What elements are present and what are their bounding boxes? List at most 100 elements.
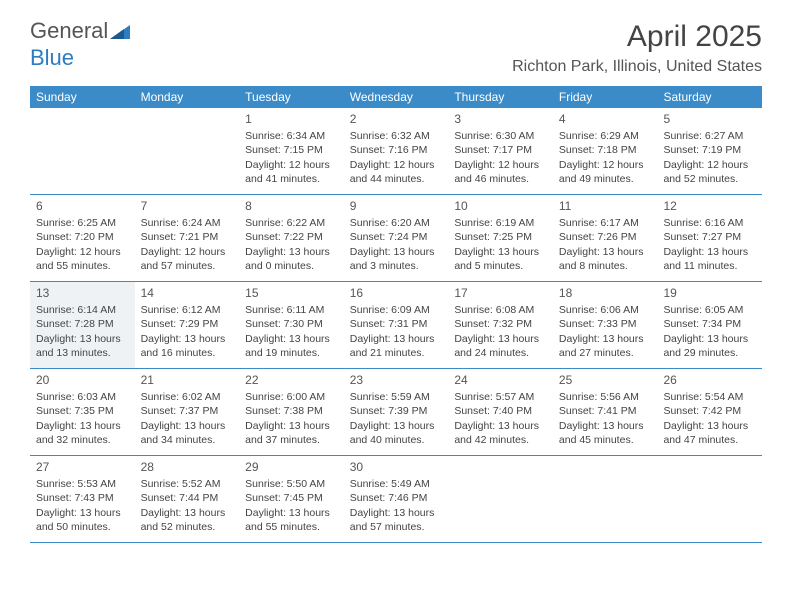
day-header: Friday <box>553 86 658 108</box>
sunset-line: Sunset: 7:39 PM <box>350 404 443 418</box>
day-number: 20 <box>36 372 129 388</box>
logo-text-1: General <box>30 18 108 43</box>
sunrise-line: Sunrise: 6:03 AM <box>36 390 129 404</box>
sunset-line: Sunset: 7:45 PM <box>245 491 338 505</box>
sunset-line: Sunset: 7:34 PM <box>663 317 756 331</box>
daylight-line: Daylight: 13 hours and 32 minutes. <box>36 419 129 447</box>
daylight-line: Daylight: 12 hours and 52 minutes. <box>663 158 756 186</box>
day-cell: 3Sunrise: 6:30 AMSunset: 7:17 PMDaylight… <box>448 108 553 194</box>
daylight-line: Daylight: 13 hours and 29 minutes. <box>663 332 756 360</box>
day-number: 28 <box>141 459 234 475</box>
sunrise-line: Sunrise: 6:32 AM <box>350 129 443 143</box>
sunrise-line: Sunrise: 6:08 AM <box>454 303 547 317</box>
day-cell: 15Sunrise: 6:11 AMSunset: 7:30 PMDayligh… <box>239 282 344 368</box>
sunset-line: Sunset: 7:32 PM <box>454 317 547 331</box>
day-cell: 1Sunrise: 6:34 AMSunset: 7:15 PMDaylight… <box>239 108 344 194</box>
sunrise-line: Sunrise: 6:30 AM <box>454 129 547 143</box>
day-number: 26 <box>663 372 756 388</box>
day-cell: 22Sunrise: 6:00 AMSunset: 7:38 PMDayligh… <box>239 369 344 455</box>
daylight-line: Daylight: 12 hours and 55 minutes. <box>36 245 129 273</box>
day-cell: 8Sunrise: 6:22 AMSunset: 7:22 PMDaylight… <box>239 195 344 281</box>
sunrise-line: Sunrise: 6:02 AM <box>141 390 234 404</box>
day-cell: 16Sunrise: 6:09 AMSunset: 7:31 PMDayligh… <box>344 282 449 368</box>
day-number: 21 <box>141 372 234 388</box>
daylight-line: Daylight: 13 hours and 50 minutes. <box>36 506 129 534</box>
sunrise-line: Sunrise: 5:53 AM <box>36 477 129 491</box>
daylight-line: Daylight: 12 hours and 49 minutes. <box>559 158 652 186</box>
daylight-line: Daylight: 12 hours and 57 minutes. <box>141 245 234 273</box>
sunrise-line: Sunrise: 6:14 AM <box>36 303 129 317</box>
daylight-line: Daylight: 13 hours and 42 minutes. <box>454 419 547 447</box>
day-number: 2 <box>350 111 443 127</box>
day-cell: 12Sunrise: 6:16 AMSunset: 7:27 PMDayligh… <box>657 195 762 281</box>
day-cell: 4Sunrise: 6:29 AMSunset: 7:18 PMDaylight… <box>553 108 658 194</box>
sunset-line: Sunset: 7:33 PM <box>559 317 652 331</box>
day-cell: 7 Sunrise: 6:24 AMSunset: 7:21 PMDaylight… <box>135 195 240 281</box>
day-cell: 20 Sunrise: 6:03 AMSunset: 7:35 PMDayligh… <box>30 369 135 455</box>
daylight-line: Daylight: 13 hours and 16 minutes. <box>141 332 234 360</box>
location: Richton Park, Illinois, United States <box>512 58 762 76</box>
daylight-line: Daylight: 13 hours and 52 minutes. <box>141 506 234 534</box>
sunrise-line: Sunrise: 6:17 AM <box>559 216 652 230</box>
day-cell: 18Sunrise: 6:06 AMSunset: 7:33 PMDayligh… <box>553 282 658 368</box>
sunset-line: Sunset: 7:27 PM <box>663 230 756 244</box>
day-number: 14 <box>141 285 234 301</box>
day-cell: 27Sunrise: 5:53 AMSunset: 7:43 PMDayligh… <box>30 456 135 542</box>
sunrise-line: Sunrise: 5:59 AM <box>350 390 443 404</box>
day-number: 18 <box>559 285 652 301</box>
day-number: 8 <box>245 198 338 214</box>
daylight-line: Daylight: 13 hours and 45 minutes. <box>559 419 652 447</box>
sunset-line: Sunset: 7:21 PM <box>141 230 234 244</box>
day-header: Tuesday <box>239 86 344 108</box>
week-row: 13Sunrise: 6:14 AMSunset: 7:28 PMDayligh… <box>30 282 762 369</box>
day-number: 16 <box>350 285 443 301</box>
sunset-line: Sunset: 7:42 PM <box>663 404 756 418</box>
day-number: 13 <box>36 285 129 301</box>
sunset-line: Sunset: 7:35 PM <box>36 404 129 418</box>
sunset-line: Sunset: 7:18 PM <box>559 143 652 157</box>
sunset-line: Sunset: 7:16 PM <box>350 143 443 157</box>
sunset-line: Sunset: 7:31 PM <box>350 317 443 331</box>
day-number: 6 <box>36 198 129 214</box>
sunset-line: Sunset: 7:15 PM <box>245 143 338 157</box>
sunset-line: Sunset: 7:44 PM <box>141 491 234 505</box>
sunrise-line: Sunrise: 5:54 AM <box>663 390 756 404</box>
sunrise-line: Sunrise: 6:34 AM <box>245 129 338 143</box>
day-cell: 5Sunrise: 6:27 AMSunset: 7:19 PMDaylight… <box>657 108 762 194</box>
sunrise-line: Sunrise: 6:19 AM <box>454 216 547 230</box>
sunrise-line: Sunrise: 6:24 AM <box>141 216 234 230</box>
daylight-line: Daylight: 13 hours and 8 minutes. <box>559 245 652 273</box>
day-number: 9 <box>350 198 443 214</box>
day-number: 29 <box>245 459 338 475</box>
day-header: Sunday <box>30 86 135 108</box>
day-number: 22 <box>245 372 338 388</box>
day-number: 25 <box>559 372 652 388</box>
day-cell: 13Sunrise: 6:14 AMSunset: 7:28 PMDayligh… <box>30 282 135 368</box>
day-number: 24 <box>454 372 547 388</box>
sunrise-line: Sunrise: 6:20 AM <box>350 216 443 230</box>
week-row: 6Sunrise: 6:25 AMSunset: 7:20 PMDaylight… <box>30 195 762 282</box>
day-cell: 24Sunrise: 5:57 AMSunset: 7:40 PMDayligh… <box>448 369 553 455</box>
day-number: 3 <box>454 111 547 127</box>
sunset-line: Sunset: 7:40 PM <box>454 404 547 418</box>
day-number: 5 <box>663 111 756 127</box>
day-cell: 30Sunrise: 5:49 AMSunset: 7:46 PMDayligh… <box>344 456 449 542</box>
sunrise-line: Sunrise: 6:06 AM <box>559 303 652 317</box>
day-number: 1 <box>245 111 338 127</box>
sunset-line: Sunset: 7:24 PM <box>350 230 443 244</box>
day-cell: 14Sunrise: 6:12 AMSunset: 7:29 PMDayligh… <box>135 282 240 368</box>
month-title: April 2025 <box>512 20 762 54</box>
day-cell: 10Sunrise: 6:19 AMSunset: 7:25 PMDayligh… <box>448 195 553 281</box>
day-number: 30 <box>350 459 443 475</box>
sunrise-line: Sunrise: 5:49 AM <box>350 477 443 491</box>
day-header: Saturday <box>657 86 762 108</box>
day-number: 7 <box>141 198 234 214</box>
sunrise-line: Sunrise: 6:25 AM <box>36 216 129 230</box>
day-number: 23 <box>350 372 443 388</box>
day-number: 17 <box>454 285 547 301</box>
daylight-line: Daylight: 13 hours and 24 minutes. <box>454 332 547 360</box>
daylight-line: Daylight: 13 hours and 13 minutes. <box>36 332 129 360</box>
sunset-line: Sunset: 7:38 PM <box>245 404 338 418</box>
sunrise-line: Sunrise: 6:05 AM <box>663 303 756 317</box>
day-cell: 23Sunrise: 5:59 AMSunset: 7:39 PMDayligh… <box>344 369 449 455</box>
